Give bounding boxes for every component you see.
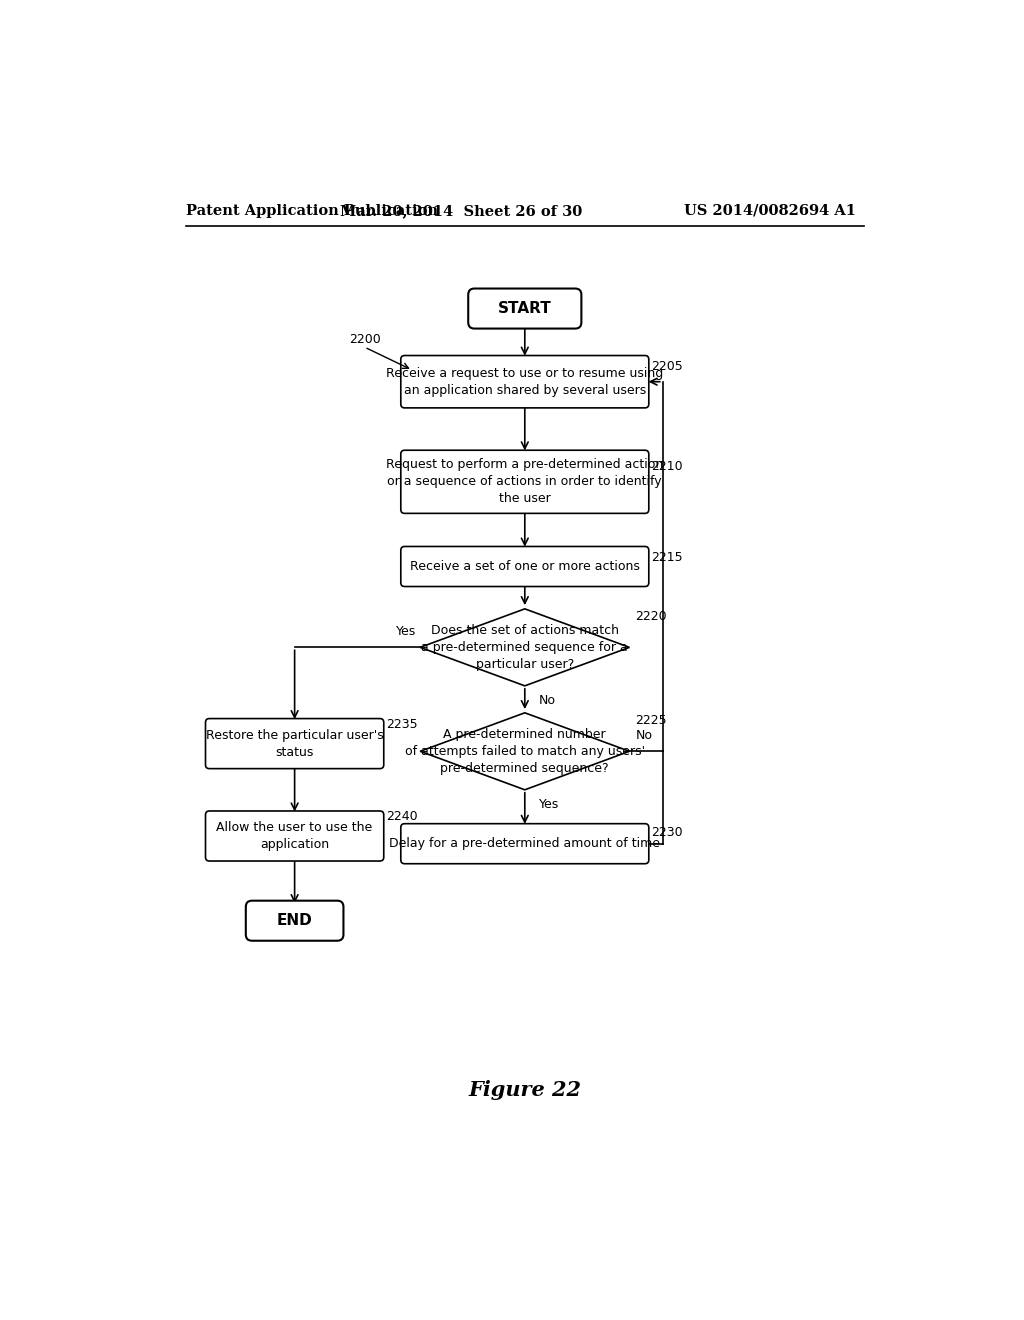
Text: Yes: Yes: [539, 797, 559, 810]
Text: US 2014/0082694 A1: US 2014/0082694 A1: [684, 203, 856, 218]
Text: No: No: [636, 729, 652, 742]
FancyBboxPatch shape: [206, 810, 384, 861]
Text: Mar. 20, 2014  Sheet 26 of 30: Mar. 20, 2014 Sheet 26 of 30: [340, 203, 583, 218]
Text: 2235: 2235: [386, 718, 418, 731]
Text: A pre-determined number
of attempts failed to match any users'
pre-determined se: A pre-determined number of attempts fail…: [404, 727, 645, 775]
Text: Allow the user to use the
application: Allow the user to use the application: [216, 821, 373, 851]
Text: Delay for a pre-determined amount of time: Delay for a pre-determined amount of tim…: [389, 837, 660, 850]
Text: Receive a set of one or more actions: Receive a set of one or more actions: [410, 560, 640, 573]
Text: Figure 22: Figure 22: [468, 1080, 582, 1100]
Text: 2240: 2240: [386, 810, 418, 824]
Text: 2215: 2215: [651, 550, 683, 564]
Text: No: No: [539, 693, 556, 706]
FancyBboxPatch shape: [400, 824, 649, 863]
Polygon shape: [420, 713, 630, 789]
FancyBboxPatch shape: [206, 718, 384, 768]
Text: Receive a request to use or to resume using
an application shared by several use: Receive a request to use or to resume us…: [386, 367, 664, 397]
FancyBboxPatch shape: [400, 450, 649, 513]
Text: 2200: 2200: [349, 333, 381, 346]
Text: 2220: 2220: [636, 610, 668, 623]
Text: END: END: [276, 913, 312, 928]
Text: 2205: 2205: [651, 360, 683, 372]
FancyBboxPatch shape: [468, 289, 582, 329]
Text: Yes: Yes: [396, 626, 417, 638]
Polygon shape: [420, 609, 630, 686]
FancyBboxPatch shape: [246, 900, 343, 941]
Text: Does the set of actions match
a pre-determined sequence for a
particular user?: Does the set of actions match a pre-dete…: [422, 624, 628, 671]
Text: 2230: 2230: [651, 825, 683, 838]
Text: Request to perform a pre-determined action
or a sequence of actions in order to : Request to perform a pre-determined acti…: [386, 458, 664, 506]
Text: 2210: 2210: [651, 459, 683, 473]
FancyBboxPatch shape: [400, 355, 649, 408]
FancyBboxPatch shape: [400, 546, 649, 586]
Text: Restore the particular user's
status: Restore the particular user's status: [206, 729, 384, 759]
Text: 2225: 2225: [636, 714, 668, 727]
Text: Patent Application Publication: Patent Application Publication: [186, 203, 438, 218]
Text: START: START: [498, 301, 552, 315]
